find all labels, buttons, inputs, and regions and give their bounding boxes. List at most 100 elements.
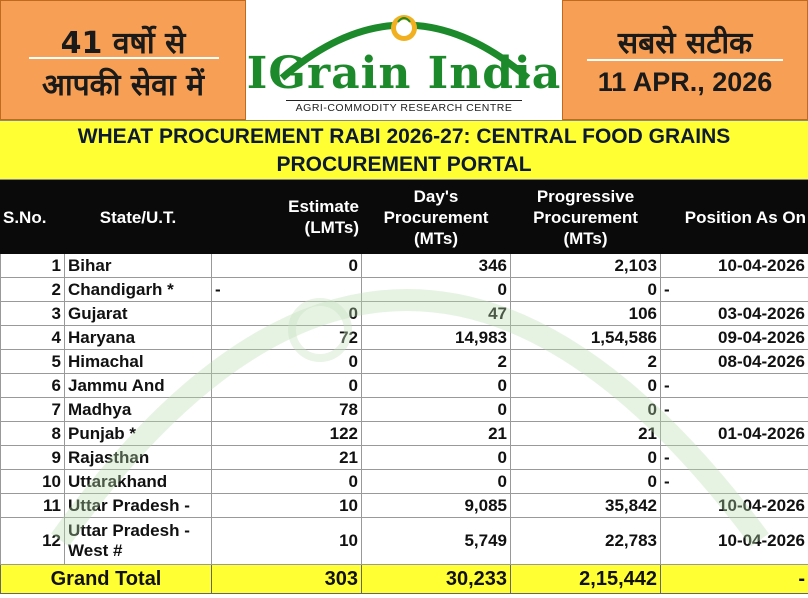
cell-position: 08-04-2026 [660, 349, 808, 374]
procurement-table: S.No. State/U.T. Estimate (LMTs) Day's Pro… [0, 180, 808, 594]
tagline-line1: 41 वर्षो से [60, 26, 186, 61]
cell-day: 0 [361, 373, 511, 398]
cell-day: 0 [361, 469, 511, 494]
cell-progressive: 0 [510, 445, 661, 470]
cell-sno: 7 [0, 397, 65, 422]
cell-sno: 1 [0, 253, 65, 278]
date-divider [587, 59, 783, 61]
cell-estimate: 10 [211, 493, 362, 518]
grand-total-row: Grand Total 303 30,233 2,15,442 - [0, 564, 808, 594]
cell-estimate: 21 [211, 445, 362, 470]
cell-state: Madhya [64, 397, 212, 422]
cell-state: Jammu And [64, 373, 212, 398]
cell-estimate: - [211, 277, 362, 302]
table-row: 8 Punjab * 122 21 21 01-04-2026 [0, 421, 808, 446]
cell-position: 01-04-2026 [660, 421, 808, 446]
table-row: 6 Jammu And 0 0 0 - [0, 373, 808, 398]
cell-sno: 4 [0, 325, 65, 350]
title-line1: WHEAT PROCUREMENT RABI 2026-27: CENTRAL … [77, 125, 731, 148]
table-header-row: S.No. State/U.T. Estimate (LMTs) Day's Pro… [0, 180, 808, 254]
cell-progressive: 0 [510, 277, 661, 302]
cell-day: 346 [361, 253, 511, 278]
cell-state: Uttar Pradesh - West # [64, 517, 212, 565]
cell-position: 03-04-2026 [660, 301, 808, 326]
cell-position: - [660, 277, 808, 302]
report-date: 11 APR., 2026 [597, 67, 773, 97]
cell-day: 2 [361, 349, 511, 374]
cell-position: - [660, 445, 808, 470]
cell-progressive: 106 [510, 301, 661, 326]
cell-day: 9,085 [361, 493, 511, 518]
cell-estimate: 72 [211, 325, 362, 350]
accuracy-tagline: सबसे सटीक [617, 26, 753, 61]
table-row: 9 Rajasthan 21 0 0 - [0, 445, 808, 470]
cell-sno: 12 [0, 517, 65, 565]
cell-estimate: 0 [211, 301, 362, 326]
cell-estimate: 10 [211, 517, 362, 565]
cell-state: Himachal [64, 349, 212, 374]
grand-total-estimate: 303 [211, 564, 362, 594]
cell-day: 5,749 [361, 517, 511, 565]
table-row: 2 Chandigarh * - 0 0 - [0, 277, 808, 302]
table-row: 10 Uttarakhand 0 0 0 - [0, 469, 808, 494]
cell-day: 47 [361, 301, 511, 326]
grand-total-progressive: 2,15,442 [510, 564, 661, 594]
col-header-state: State/U.T. [64, 180, 212, 254]
cell-progressive: 0 [510, 397, 661, 422]
cell-sno: 10 [0, 469, 65, 494]
title-line2: PROCUREMENT PORTAL [276, 153, 532, 176]
cell-progressive: 35,842 [510, 493, 661, 518]
grand-total-day: 30,233 [361, 564, 511, 594]
cell-state: Rajasthan [64, 445, 212, 470]
cell-progressive: 0 [510, 469, 661, 494]
tagline-divider [29, 57, 219, 59]
cell-position: 10-04-2026 [660, 517, 808, 565]
cell-sno: 9 [0, 445, 65, 470]
cell-sno: 6 [0, 373, 65, 398]
table-row: 3 Gujarat 0 47 106 03-04-2026 [0, 301, 808, 326]
cell-sno: 5 [0, 349, 65, 374]
date-box: सबसे सटीक 11 APR., 2026 [562, 0, 808, 120]
col-header-progressive: Progressive Procurement (MTs) [510, 180, 661, 254]
cell-state: Uttarakhand [64, 469, 212, 494]
cell-day: 0 [361, 445, 511, 470]
cell-progressive: 0 [510, 373, 661, 398]
cell-position: - [660, 373, 808, 398]
grand-total-position: - [660, 564, 808, 594]
logo: IGrain India AGRI-COMMODITY RESEARCH CEN… [246, 0, 562, 120]
cell-day: 14,983 [361, 325, 511, 350]
cell-progressive: 2,103 [510, 253, 661, 278]
procurement-table-wrap: S.No. State/U.T. Estimate (LMTs) Day's Pro… [0, 180, 808, 594]
cell-estimate: 0 [211, 469, 362, 494]
cell-estimate: 0 [211, 373, 362, 398]
cell-state: Uttar Pradesh - [64, 493, 212, 518]
col-header-estimate: Estimate (LMTs) [211, 180, 362, 254]
table-row: 5 Himachal 0 2 2 08-04-2026 [0, 349, 808, 374]
cell-day: 21 [361, 421, 511, 446]
logo-wordmark: IGrain India [246, 48, 562, 99]
cell-day: 0 [361, 277, 511, 302]
cell-progressive: 22,783 [510, 517, 661, 565]
cell-estimate: 0 [211, 349, 362, 374]
logo-subtitle: AGRI-COMMODITY RESEARCH CENTRE [286, 100, 522, 114]
tagline-line2: आपकी सेवा में [41, 68, 205, 103]
cell-sno: 3 [0, 301, 65, 326]
table-row: 7 Madhya 78 0 0 - [0, 397, 808, 422]
cell-state: Gujarat [64, 301, 212, 326]
cell-progressive: 1,54,586 [510, 325, 661, 350]
col-header-position: Position As On [660, 180, 808, 254]
cell-position: - [660, 397, 808, 422]
tagline-box: 41 वर्षो से आपकी सेवा में [0, 0, 246, 120]
cell-estimate: 0 [211, 253, 362, 278]
cell-day: 0 [361, 397, 511, 422]
logo-arc-icon [279, 15, 531, 81]
cell-sno: 11 [0, 493, 65, 518]
table-row: 12 Uttar Pradesh - West # 10 5,749 22,78… [0, 517, 808, 565]
cell-state: Bihar [64, 253, 212, 278]
cell-position: 10-04-2026 [660, 253, 808, 278]
cell-state: Punjab * [64, 421, 212, 446]
cell-position: 09-04-2026 [660, 325, 808, 350]
col-header-sno: S.No. [0, 180, 65, 254]
cell-sno: 8 [0, 421, 65, 446]
